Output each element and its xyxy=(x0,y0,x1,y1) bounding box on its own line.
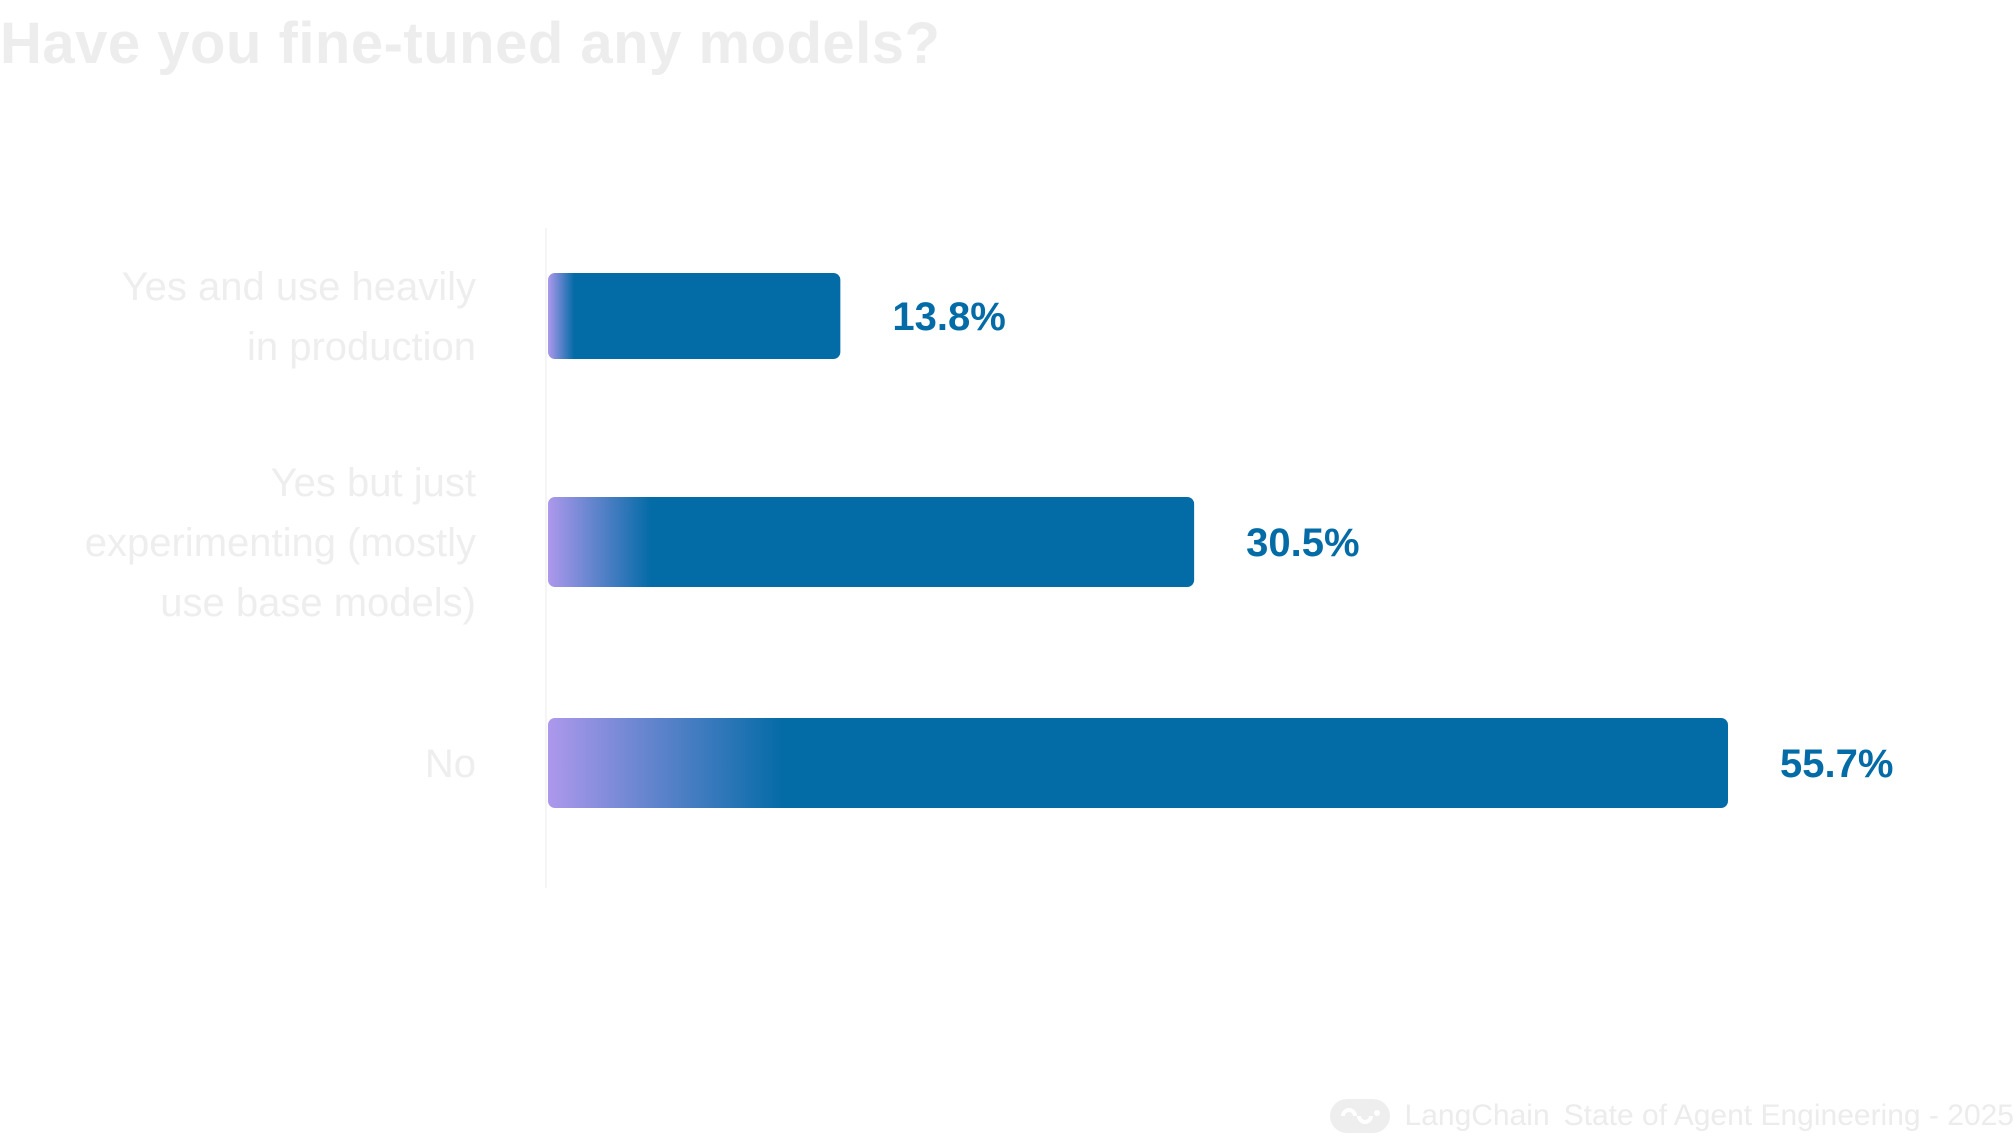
category-label-line: experimenting (mostly xyxy=(85,521,476,565)
category-labels-group: Yes and use heavily in production Yes but … xyxy=(85,265,476,786)
category-label-1: Yes and use heavily in production xyxy=(122,265,476,369)
category-label-2: Yes but just experimenting (mostly use bas… xyxy=(85,461,476,625)
bar-2 xyxy=(548,497,1195,587)
category-label-line: in production xyxy=(247,325,476,369)
category-label-line: Yes and use heavily xyxy=(122,265,476,309)
value-label-3: 55.7% xyxy=(1780,742,1893,786)
footer-brand: LangChain xyxy=(1404,1099,1550,1132)
bars-group xyxy=(548,273,1728,808)
bar-1 xyxy=(548,273,841,359)
chart-title: Have you fine-tuned any models? xyxy=(0,11,941,76)
category-label-line: use base models) xyxy=(160,581,476,625)
footer: LangChain State of Agent Engineering - 2… xyxy=(1329,1098,2014,1134)
value-labels-group: 13.8% 30.5% 55.7% xyxy=(892,295,1893,786)
bar-3 xyxy=(548,718,1728,808)
footer-text: State of Agent Engineering - 2025 xyxy=(1563,1099,2014,1132)
langchain-logo-icon xyxy=(1329,1099,1390,1133)
category-label-line: No xyxy=(425,742,476,786)
category-label-line: Yes but just xyxy=(271,461,476,505)
value-label-2: 30.5% xyxy=(1246,521,1359,565)
value-label-1: 13.8% xyxy=(892,295,1005,339)
category-label-3: No xyxy=(425,742,476,786)
